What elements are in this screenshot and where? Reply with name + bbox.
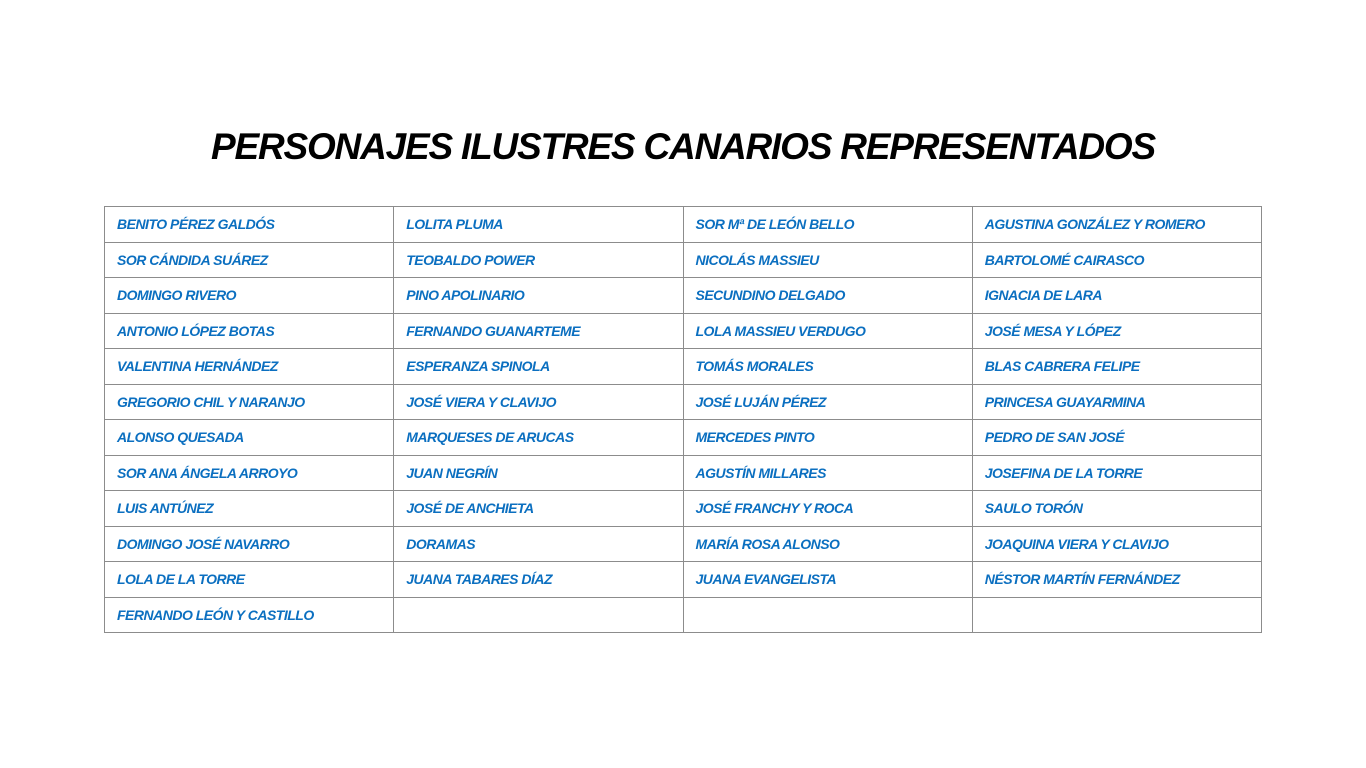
table-row: ANTONIO LÓPEZ BOTAS FERNANDO GUANARTEME LO… — [103, 312, 1263, 349]
character-name-cell: PEDRO DE SAN JOSÉ — [971, 419, 1263, 456]
character-name-cell: SAULO TORÓN — [971, 490, 1263, 527]
character-name-cell: JOSÉ MESA Y LÓPEZ — [971, 312, 1263, 349]
page-title: PERSONAJES ILUSTRES CANARIOS REPRESENTAD… — [211, 126, 1156, 167]
character-name-cell: LOLITA PLUMA — [393, 206, 684, 243]
characters-table-body: BENITO PÉREZ GALDÓS LOLITA PLUMA SOR Mª DE… — [103, 206, 1263, 633]
character-name-cell: FERNANDO LEÓN Y CASTILLO — [103, 596, 395, 633]
character-name-cell: JOAQUINA VIERA Y CLAVIJO — [971, 525, 1263, 562]
character-name-cell: JOSEFINA DE LA TORRE — [971, 454, 1263, 491]
character-name-cell: JUAN NEGRÍN — [393, 454, 684, 491]
character-name-cell: JOSÉ VIERA Y CLAVIJO — [393, 383, 684, 420]
character-name-cell: VALENTINA HERNÁNDEZ — [103, 348, 395, 385]
character-name-cell: JUANA TABARES DÍAZ — [393, 561, 684, 598]
character-name-cell: DOMINGO RIVERO — [103, 277, 395, 314]
character-name-cell: JOSÉ DE ANCHIETA — [393, 490, 684, 527]
table-row: DOMINGO JOSÉ NAVARRO DORAMAS MARÍA ROSA AL… — [103, 525, 1263, 562]
character-name-cell: ESPERANZA SPINOLA — [393, 348, 684, 385]
table-row: LUIS ANTÚNEZ JOSÉ DE ANCHIETA JOSÉ FRANCHY… — [103, 490, 1263, 527]
character-name-cell: ALONSO QUESADA — [103, 419, 395, 456]
character-name-cell: DORAMAS — [393, 525, 684, 562]
character-name-cell: IGNACIA DE LARA — [971, 277, 1263, 314]
character-name-cell: LOLA DE LA TORRE — [103, 561, 395, 598]
character-name-cell: DOMINGO JOSÉ NAVARRO — [103, 525, 395, 562]
table-row: SOR CÁNDIDA SUÁREZ TEOBALDO POWER NICOLÁS … — [103, 241, 1263, 278]
character-name-cell: TOMÁS MORALES — [682, 348, 973, 385]
character-name-cell: MARÍA ROSA ALONSO — [682, 525, 973, 562]
table-row: VALENTINA HERNÁNDEZ ESPERANZA SPINOLA TOMÁ… — [103, 348, 1263, 385]
character-name-cell: BARTOLOMÉ CAIRASCO — [971, 241, 1263, 278]
character-name-cell: GREGORIO CHIL Y NARANJO — [103, 383, 395, 420]
character-name-cell: SOR CÁNDIDA SUÁREZ — [103, 241, 395, 278]
characters-table: BENITO PÉREZ GALDÓS LOLITA PLUMA SOR Mª DE… — [103, 206, 1263, 633]
empty-cell — [393, 596, 684, 633]
character-name-cell: BLAS CABRERA FELIPE — [971, 348, 1263, 385]
table-row: FERNANDO LEÓN Y CASTILLO — [103, 596, 1263, 633]
table-row: DOMINGO RIVERO PINO APOLINARIO SECUNDINO D… — [103, 277, 1263, 314]
character-name-cell: PINO APOLINARIO — [393, 277, 684, 314]
character-name-cell: SOR Mª DE LEÓN BELLO — [682, 206, 973, 243]
character-name-cell: JOSÉ FRANCHY Y ROCA — [682, 490, 973, 527]
character-name-cell: AGUSTÍN MILLARES — [682, 454, 973, 491]
character-name-cell: JOSÉ LUJÁN PÉREZ — [682, 383, 973, 420]
empty-cell — [682, 596, 973, 633]
character-name-cell: FERNANDO GUANARTEME — [393, 312, 684, 349]
character-name-cell: NÉSTOR MARTÍN FERNÁNDEZ — [971, 561, 1263, 598]
character-name-cell: MARQUESES DE ARUCAS — [393, 419, 684, 456]
character-name-cell: ANTONIO LÓPEZ BOTAS — [103, 312, 395, 349]
character-name-cell: TEOBALDO POWER — [393, 241, 684, 278]
table-row: ALONSO QUESADA MARQUESES DE ARUCAS MERCEDE… — [103, 419, 1263, 456]
character-name-cell: BENITO PÉREZ GALDÓS — [103, 206, 395, 243]
character-name-cell: PRINCESA GUAYARMINA — [971, 383, 1263, 420]
character-name-cell: LOLA MASSIEU VERDUGO — [682, 312, 973, 349]
character-name-cell: AGUSTINA GONZÁLEZ Y ROMERO — [971, 206, 1263, 243]
character-name-cell: SECUNDINO DELGADO — [682, 277, 973, 314]
character-name-cell: MERCEDES PINTO — [682, 419, 973, 456]
character-name-cell: LUIS ANTÚNEZ — [103, 490, 395, 527]
table-row: LOLA DE LA TORRE JUANA TABARES DÍAZ JUANA … — [103, 561, 1263, 598]
character-name-cell: SOR ANA ÁNGELA ARROYO — [103, 454, 395, 491]
character-name-cell: NICOLÁS MASSIEU — [682, 241, 973, 278]
table-row: GREGORIO CHIL Y NARANJO JOSÉ VIERA Y CLAV… — [103, 383, 1263, 420]
empty-cell — [971, 596, 1263, 633]
table-row: SOR ANA ÁNGELA ARROYO JUAN NEGRÍN AGUSTÍN … — [103, 454, 1263, 491]
character-name-cell: JUANA EVANGELISTA — [682, 561, 973, 598]
table-row: BENITO PÉREZ GALDÓS LOLITA PLUMA SOR Mª DE… — [103, 206, 1263, 243]
